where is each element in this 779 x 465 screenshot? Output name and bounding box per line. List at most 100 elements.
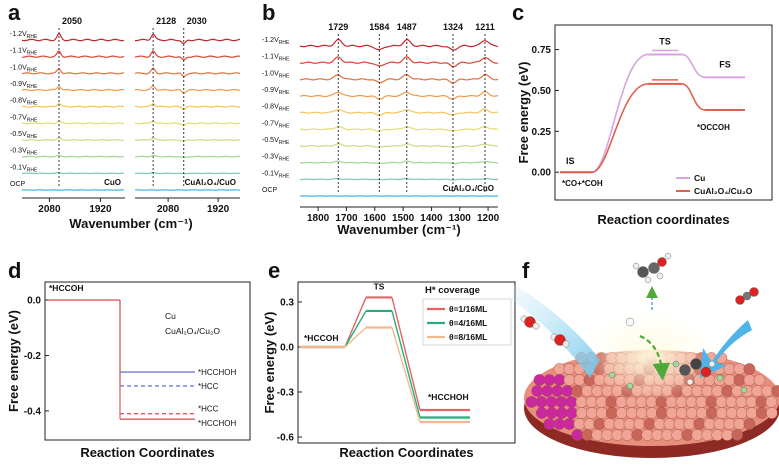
surface-atom [566,407,578,419]
spectrum [299,56,498,68]
potential-label: -0.8VRHE [262,104,290,113]
potential-label: OCP [262,187,278,194]
y-tick-label: 0.75 [532,45,552,56]
potential-label: -1.2VRHE [262,37,290,46]
molecule-atom [740,386,748,394]
surface-atom [685,396,698,408]
surface-atom [675,396,688,408]
spectrum [21,137,124,141]
surface-atom [555,396,568,408]
surface-atom [701,429,714,441]
state-label: *HCCHOH [428,392,469,402]
peak-label: 1729 [328,22,348,32]
potential-value: -0.5 [262,137,274,144]
surface-atom [546,407,558,419]
surface-atom [653,418,666,430]
glow [585,310,715,400]
surface-atom [733,418,746,430]
y-tick-label: -0.4 [24,406,42,417]
potential-value: -0.3 [10,148,22,155]
x-axis-title: Reaction Coordinates [80,445,214,460]
potential-value: -1.1 [262,54,274,61]
hydrogen-transfer [639,334,671,381]
potential-label: -1.1VRHE [10,48,38,57]
potential-unit: V [22,131,27,138]
surface-atom [571,429,584,441]
spectrum [299,90,499,100]
sample-label: CuAl₂O₄/CuO [185,178,236,187]
potential-unit: V [274,137,279,144]
surface-atom [573,374,586,386]
surface-atom [696,407,708,419]
spectrum [134,154,240,158]
potential-unit: V [22,164,27,171]
surface-atom [563,418,576,430]
potential-sub: RHE [27,134,38,140]
surface-atom [593,418,606,430]
surface-atom [736,407,748,419]
potential-unit: V [274,87,279,94]
peak-label: 1324 [443,22,463,32]
energy-connector [681,83,706,111]
spectrum [21,119,125,125]
surface-atom [615,396,628,408]
surface-atom [551,385,564,397]
ocp-label: OCP [10,181,26,188]
potential-value: -1.2 [262,37,274,44]
potential-unit: V [22,114,27,121]
legend-label: θ=1/16ML [449,304,487,314]
energy-connector [344,326,367,348]
surface-atom [525,396,538,408]
potential-value: -0.3 [262,154,274,161]
spectrum [134,67,241,78]
state-label: *HCCHOH [198,368,236,377]
surface-atom [656,407,668,419]
potential-label: -0.9VRHE [10,81,38,90]
energy-connector [681,53,706,79]
surface-atom [553,374,566,386]
surface-atom [723,374,736,386]
panel-letter: d [8,258,21,283]
surface-atom [686,407,698,419]
x-tick-label: 1800 [307,213,330,224]
x-tick-label: 1600 [364,213,387,224]
peak-label: 1211 [475,22,495,32]
panel-letter: c [512,0,524,25]
surface-atom [535,396,548,408]
spectrum [21,172,125,175]
potential-unit: V [274,104,279,111]
potential-value: -0.7 [10,114,22,121]
potential-unit: V [22,148,27,155]
molecule-atom [700,366,712,378]
plot-frame [297,281,516,444]
surface-atom [563,374,576,386]
surface-atom [613,418,626,430]
potential-sub: RHE [27,67,38,73]
x-tick-label: 1500 [392,213,415,224]
surface-atom [605,396,618,408]
potential-value: -0.9 [10,81,22,88]
molecule-atom [657,257,667,267]
x-tick-label: 2080 [157,204,180,215]
surface-atom [765,396,778,408]
surface-atom [586,407,598,419]
spectrum [134,137,241,142]
surface-atom [661,429,674,441]
surface-atom [756,407,768,419]
surface-atom [723,418,736,430]
x-axis-title: Wavenumber (cm⁻¹) [337,222,460,237]
legend-label: CuAl₂O₄/Cu₂O [165,326,220,336]
molecule-atom [632,262,640,270]
surface-atom [711,429,724,441]
potential-label: -0.5VRHE [10,131,38,140]
state-label: *HCCHOH [198,419,236,428]
potential-unit: V [274,70,279,77]
state-label: *HCC [198,405,219,414]
surface-atom [683,418,696,430]
surface-atom [701,385,714,397]
potential-unit: V [274,170,279,177]
spectrum [134,85,241,94]
surface-atom [725,396,738,408]
surface-atom [666,407,678,419]
potential-sub: RHE [279,173,290,179]
